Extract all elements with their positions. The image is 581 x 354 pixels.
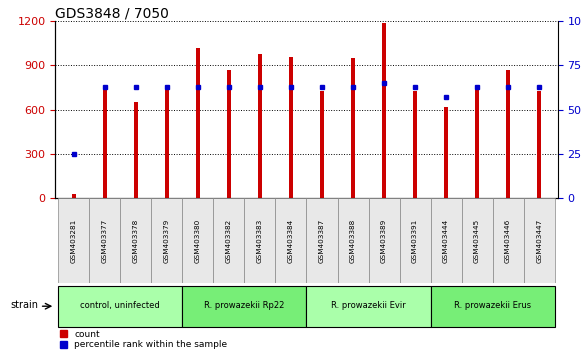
Bar	[134, 102, 138, 198]
Bar	[307, 198, 338, 283]
Bar	[338, 198, 368, 283]
Text: GSM403447: GSM403447	[536, 218, 542, 263]
Bar	[351, 58, 355, 198]
Text: GSM403378: GSM403378	[133, 218, 139, 263]
Bar	[89, 198, 120, 283]
Text: GSM403383: GSM403383	[257, 218, 263, 263]
Text: strain: strain	[10, 300, 38, 310]
Bar	[475, 86, 479, 198]
Text: GSM403380: GSM403380	[195, 218, 201, 263]
Bar	[196, 48, 200, 198]
Text: GSM403387: GSM403387	[319, 218, 325, 263]
Text: GSM403281: GSM403281	[71, 218, 77, 263]
Bar	[213, 198, 245, 283]
Text: GSM403377: GSM403377	[102, 218, 108, 263]
Bar	[400, 198, 431, 283]
Bar	[431, 198, 461, 283]
Text: GSM403389: GSM403389	[381, 218, 387, 263]
Bar	[444, 107, 448, 198]
Bar	[120, 198, 152, 283]
Text: GSM403384: GSM403384	[288, 218, 294, 263]
Text: R. prowazekii Erus: R. prowazekii Erus	[454, 301, 531, 310]
Bar	[58, 198, 89, 283]
Text: GSM403445: GSM403445	[474, 218, 480, 263]
Bar	[368, 198, 400, 283]
Text: R. prowazekii Evir: R. prowazekii Evir	[331, 301, 406, 310]
Bar	[227, 70, 231, 198]
Text: GSM403379: GSM403379	[164, 218, 170, 263]
Text: GSM403444: GSM403444	[443, 218, 449, 263]
Bar	[461, 198, 493, 283]
Text: control, uninfected: control, uninfected	[80, 301, 160, 310]
Bar	[307, 285, 431, 327]
Bar	[382, 23, 386, 198]
Bar	[320, 91, 324, 198]
Text: GSM403382: GSM403382	[226, 218, 232, 263]
Bar	[165, 88, 168, 198]
Bar	[493, 198, 523, 283]
Bar	[58, 285, 182, 327]
Bar	[258, 54, 262, 198]
Bar	[245, 198, 275, 283]
Text: R. prowazekii Rp22: R. prowazekii Rp22	[205, 301, 285, 310]
Bar	[506, 70, 510, 198]
Bar	[152, 198, 182, 283]
Text: GSM403446: GSM403446	[505, 218, 511, 263]
Bar	[413, 91, 417, 198]
Bar	[275, 198, 307, 283]
Text: GDS3848 / 7050: GDS3848 / 7050	[55, 6, 169, 20]
Text: GSM403388: GSM403388	[350, 218, 356, 263]
Bar	[289, 57, 293, 198]
Bar	[182, 285, 307, 327]
Text: GSM403391: GSM403391	[412, 218, 418, 263]
Bar	[431, 285, 555, 327]
Bar	[523, 198, 555, 283]
Bar	[103, 89, 107, 198]
Bar	[537, 91, 541, 198]
Legend: count, percentile rank within the sample: count, percentile rank within the sample	[60, 330, 227, 349]
Bar	[182, 198, 213, 283]
Bar	[72, 194, 76, 198]
